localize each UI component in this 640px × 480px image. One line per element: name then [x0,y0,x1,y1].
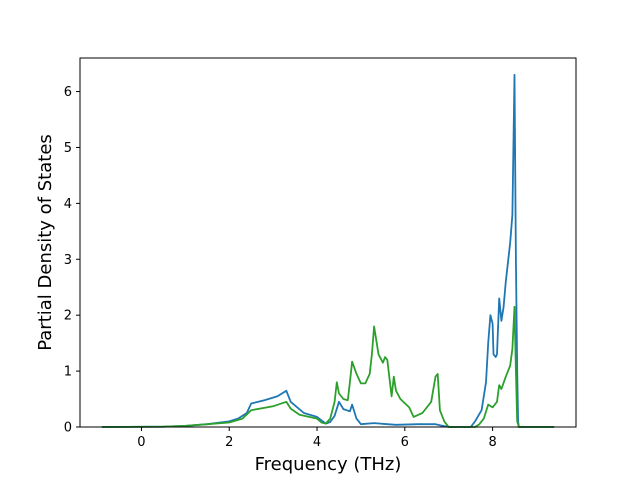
x-tick-label: 2 [225,435,233,450]
x-tick-label: 6 [401,435,409,450]
x-tick-label: 0 [137,435,145,450]
y-tick-label: 0 [64,421,72,436]
y-axis-label: Partial Density of States [35,134,56,351]
y-tick-label: 1 [64,365,72,380]
y-tick-label: 6 [64,85,72,100]
x-axis-label: Frequency (THz) [255,454,402,475]
x-axis: 0 2 4 6 8 [137,427,497,450]
y-axis: 0 1 2 3 4 5 6 [64,85,80,436]
x-tick-label: 8 [488,435,496,450]
plot-area [101,73,555,428]
x-tick-label: 4 [313,435,321,450]
y-tick-label: 5 [64,141,72,156]
series-line-1 [101,305,555,428]
y-tick-label: 4 [64,197,72,212]
series-line-0 [101,73,555,428]
y-tick-label: 2 [64,309,72,324]
plot-frame [79,57,577,428]
y-tick-label: 3 [64,253,72,268]
